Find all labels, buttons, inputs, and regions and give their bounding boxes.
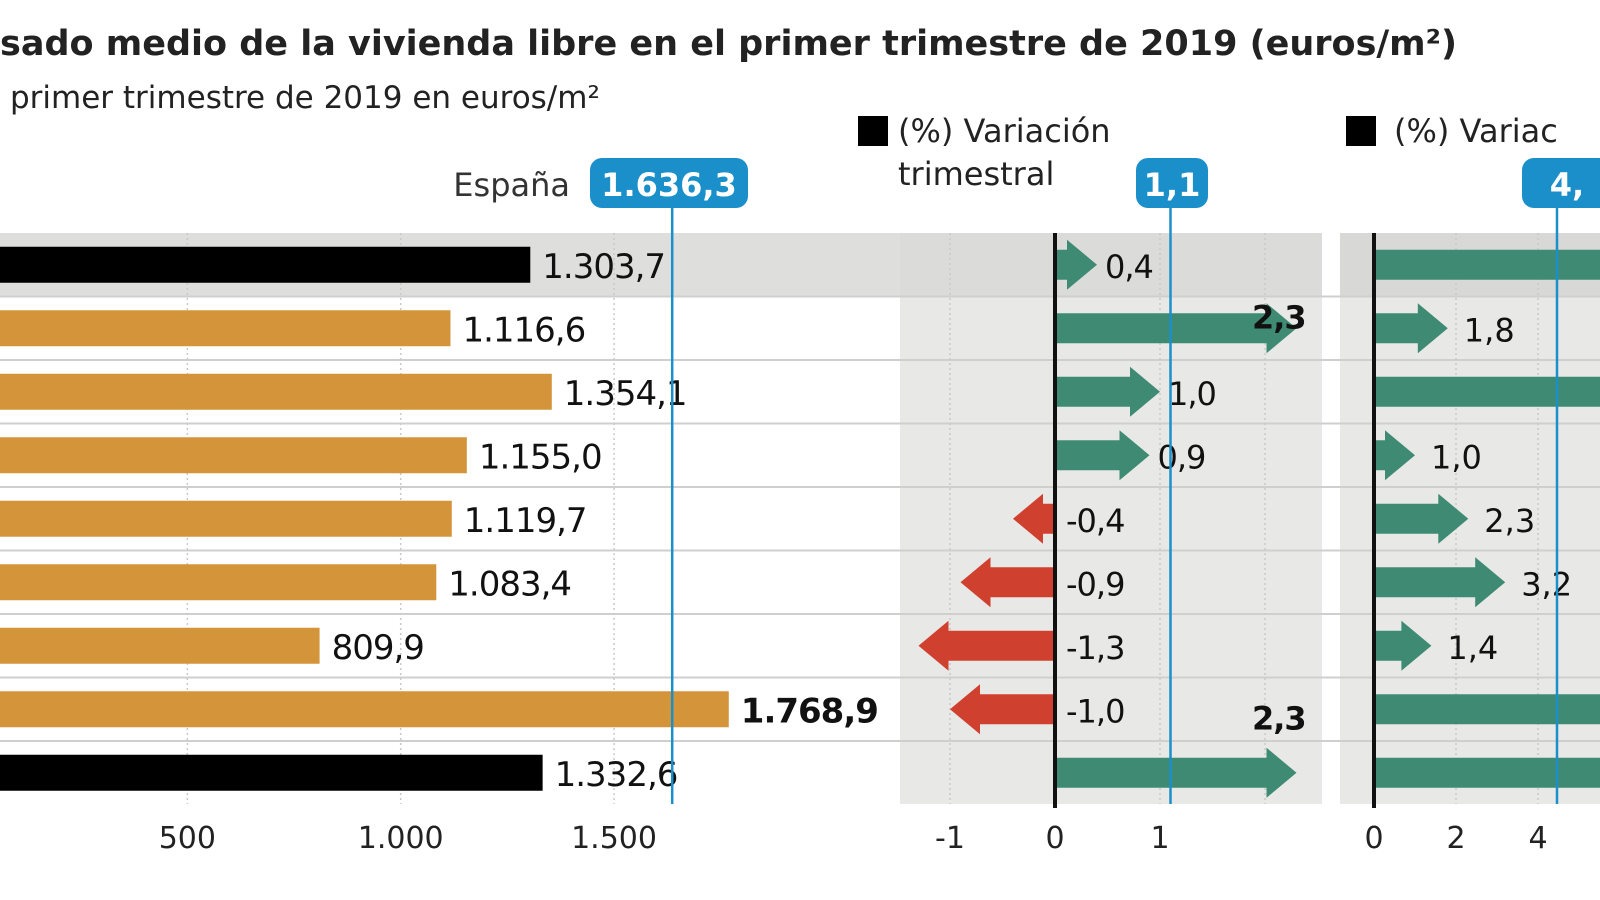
- variation-value-label: 0,4: [1105, 248, 1153, 286]
- variation-arrow-1: [1057, 303, 1297, 354]
- bar-6: [0, 627, 320, 664]
- annual-value-label: 3,2: [1521, 565, 1572, 603]
- variation-reference-badge: [1136, 158, 1208, 208]
- bar-value-label: 809,9: [332, 628, 424, 668]
- x-tick-label: 4: [1528, 821, 1547, 856]
- annual-arrow-0: [1376, 249, 1600, 280]
- bar-7: [0, 691, 729, 728]
- variation-arrow-3: [1057, 430, 1150, 481]
- annual-value-label: 1,0: [1431, 438, 1482, 476]
- variation-arrow-2: [1057, 366, 1160, 417]
- variation-arrow-7: [950, 684, 1057, 735]
- variation-value-label: -0,4: [1066, 502, 1124, 540]
- bar-value-label: 1.116,6: [462, 310, 585, 350]
- bar-4: [0, 500, 452, 537]
- spain-reference-badge-label: 1.636,3: [601, 166, 737, 204]
- variation-arrow-6: [918, 620, 1057, 671]
- variation-value-label: 1,0: [1168, 375, 1216, 413]
- annual-arrow-2: [1376, 376, 1600, 407]
- variation-value-label: 0,9: [1158, 438, 1206, 476]
- bar-5: [0, 564, 437, 601]
- bar-value-label: 1.303,7: [542, 247, 665, 287]
- legend-label: trimestral: [898, 155, 1054, 193]
- variation-value-label: 2,3: [1252, 299, 1306, 337]
- annual-reference-badge: [1522, 158, 1600, 208]
- variation-value-label: -1,0: [1066, 692, 1124, 730]
- bar-8: [0, 754, 543, 791]
- variation-value-label: -1,3: [1066, 629, 1124, 667]
- legend-label: (%) Variación: [898, 112, 1111, 150]
- annual-arrow-4: [1376, 493, 1469, 544]
- bar-2: [0, 373, 552, 410]
- variation-arrow-0: [1057, 239, 1097, 290]
- annual-arrow-8: [1376, 757, 1600, 788]
- bar-value-label: 1.155,0: [479, 437, 602, 477]
- x-tick-label: 2: [1446, 821, 1465, 856]
- x-tick-label: 1.000: [358, 821, 444, 856]
- variation-value-label: 2,3: [1252, 699, 1306, 737]
- legend-swatch: [1346, 116, 1376, 146]
- annual-arrow-7: [1376, 694, 1600, 725]
- variation-arrow-5: [960, 557, 1057, 608]
- x-tick-label: -1: [935, 821, 965, 856]
- annual-arrow-5: [1376, 557, 1506, 608]
- annual-arrow-6: [1376, 620, 1432, 671]
- spain-reference-badge: [590, 158, 748, 208]
- variation-arrow-8: [1057, 747, 1297, 798]
- annual-arrow-3: [1376, 430, 1415, 481]
- variation-reference-badge-label: 1,1: [1144, 166, 1201, 204]
- x-tick-label: 500: [159, 821, 216, 856]
- annual-value-label: 1,8: [1464, 311, 1515, 349]
- bar-0: [0, 246, 531, 283]
- variation-value-label: -0,9: [1066, 565, 1124, 603]
- bar-1: [0, 310, 451, 347]
- annual-value-label: 1,4: [1447, 629, 1498, 667]
- spain-reference-label: España: [453, 166, 570, 204]
- x-tick-label: 1: [1150, 821, 1169, 856]
- annual-arrow-1: [1376, 303, 1448, 354]
- legend-label: (%) Variac: [1394, 112, 1558, 150]
- variation-arrow-4: [1013, 493, 1057, 544]
- x-tick-label: 1.500: [571, 821, 657, 856]
- x-tick-label: 0: [1045, 821, 1064, 856]
- annual-reference-badge-label: 4,: [1550, 166, 1584, 204]
- bar-value-label: 1.354,1: [564, 374, 687, 414]
- annual-value-label: 2,3: [1484, 502, 1535, 540]
- bar-value-label: 1.083,4: [448, 564, 571, 604]
- chart-subtitle: primer trimestre de 2019 en euros/m²: [10, 80, 600, 116]
- x-tick-label: 0: [1364, 821, 1383, 856]
- bar-value-label: 1.768,9: [741, 691, 878, 731]
- legend-swatch: [858, 116, 888, 146]
- chart-title: sado medio de la vivienda libre en el pr…: [0, 24, 1457, 64]
- bar-3: [0, 437, 467, 474]
- bar-value-label: 1.332,6: [555, 755, 678, 795]
- bar-value-label: 1.119,7: [464, 501, 587, 541]
